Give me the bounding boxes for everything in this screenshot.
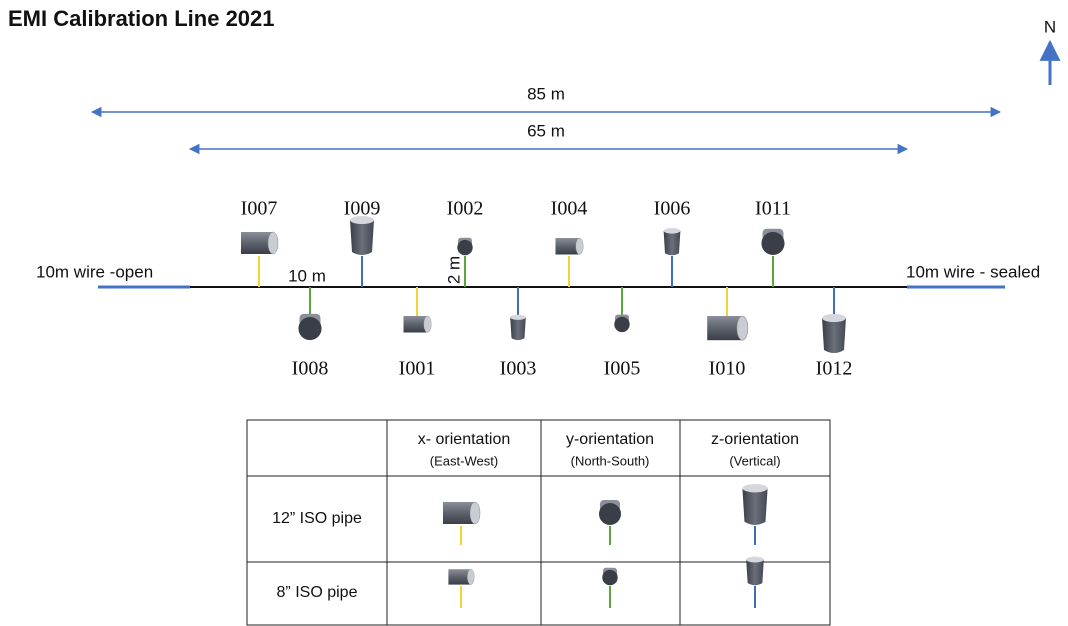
dimension-label: 65 m [527,121,565,140]
table-header: x- orientation [418,431,511,448]
pipe-body [663,230,681,256]
pipe-end [742,484,768,493]
pipe-body [555,238,580,255]
pipe-end [761,231,785,255]
pipe-end [423,315,432,333]
pipe-end [822,314,846,322]
pipe-body [403,316,428,333]
pipe [707,315,749,341]
legend-table [246,419,831,626]
row-label: 12” ISO pipe [272,510,362,527]
item-label: I006 [654,198,691,220]
table-subheader: (Vertical) [729,453,780,468]
pipe-body [746,559,764,586]
spacing-label: 2 m [444,256,463,284]
pipe [822,314,846,353]
pipe [663,228,681,256]
pipe-body [510,317,526,341]
pipe-end [298,317,322,341]
pipe-body [443,502,475,524]
pipe [457,237,473,256]
pipe-end [350,216,374,224]
pipe-body [350,220,374,255]
table-border [246,419,831,626]
wire-label: 10m wire -open [36,262,153,281]
pipe-end [614,316,630,333]
item-label: I008 [292,358,329,380]
pipe-end [467,569,475,585]
pipe-end [736,315,749,341]
item-label: I003 [500,358,537,380]
table-header: z-orientation [711,431,799,448]
table-subheader: (East-West) [430,453,498,468]
pipe [241,231,279,255]
dimension-label: 85 m [527,84,565,103]
pipe-body [742,488,768,525]
pipe [298,313,322,341]
item-label: I002 [447,198,484,220]
pipe-end [267,231,279,255]
pipe [510,314,526,341]
pipe-end [599,503,621,525]
item-label: I001 [399,358,436,380]
pipe-end [575,237,584,255]
pipe [599,500,621,525]
item-label: I005 [604,358,641,380]
pipe [746,556,764,586]
pipe [443,501,481,525]
pipe [602,567,618,586]
pipe [614,314,630,333]
pipe [742,484,768,525]
pipe-end [457,239,473,256]
item-label: I010 [709,358,746,380]
pipe-end [663,228,681,234]
spacing-label: 10 m [288,266,326,285]
item-label: I004 [551,198,588,220]
pipe-body [822,318,846,353]
title: EMI Calibration Line 2021 [8,6,275,31]
pipe-end [510,314,526,320]
item-label: I012 [816,358,853,380]
north-label: N [1044,17,1056,36]
pipe [555,237,584,255]
pipe-end [469,501,481,525]
pipe-body [707,316,743,341]
table-subheader: (North-South) [571,453,650,468]
pipe-body [448,569,471,585]
item-label: I009 [344,198,381,220]
pipe [350,216,374,255]
item-label: I011 [755,198,791,220]
pipe-end [746,556,764,563]
pipe [761,228,785,255]
wire-label: 10m wire - sealed [906,262,1040,281]
item-label: I007 [241,198,278,220]
table-header: y-orientation [566,431,654,448]
pipe-end [602,569,618,586]
pipe-body [241,232,273,254]
pipe [403,315,432,333]
row-label: 8” ISO pipe [277,584,358,601]
pipe [448,569,475,585]
